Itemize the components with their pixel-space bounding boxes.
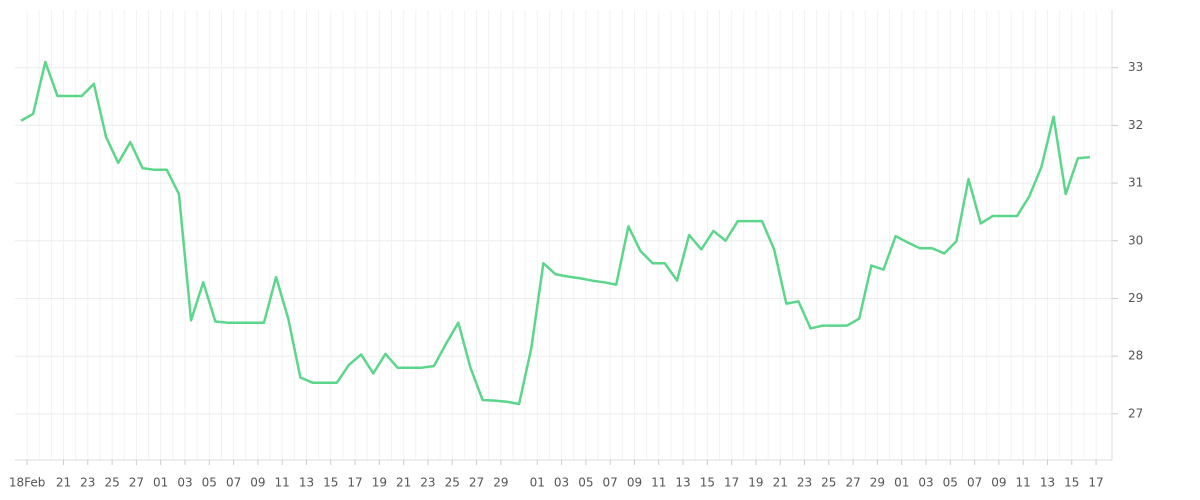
- x-tick-label: 13: [675, 476, 690, 490]
- y-tick-label: 27: [1128, 406, 1143, 420]
- x-tick-label: 09: [991, 476, 1006, 490]
- x-tick-label: 05: [578, 476, 593, 490]
- x-tick-label: 11: [651, 476, 666, 490]
- x-tick-label: 23: [420, 476, 435, 490]
- x-tick-label: 19: [372, 476, 387, 490]
- y-tick-label: 29: [1128, 291, 1143, 305]
- y-tick-label: 31: [1128, 176, 1143, 190]
- x-tick-label: 01: [894, 476, 909, 490]
- x-tick-label: 07: [603, 476, 618, 490]
- x-tick-label: 27: [129, 476, 144, 490]
- x-tick-label: 11: [275, 476, 290, 490]
- x-tick-label: 21: [56, 476, 71, 490]
- x-tick-label: 27: [469, 476, 484, 490]
- x-tick-label: 09: [250, 476, 265, 490]
- x-tick-label: 09: [627, 476, 642, 490]
- x-tick-label: 15: [1064, 476, 1079, 490]
- x-tick-label: 17: [1088, 476, 1103, 490]
- x-tick-label: 19: [748, 476, 763, 490]
- x-tick-label: 05: [943, 476, 958, 490]
- x-tick-label: 23: [797, 476, 812, 490]
- x-tick-label: 01: [153, 476, 168, 490]
- y-tick-label: 33: [1128, 60, 1143, 74]
- x-tick-label: 07: [226, 476, 241, 490]
- x-tick-label: 27: [845, 476, 860, 490]
- y-tick-label: 32: [1128, 118, 1143, 132]
- x-tick-label: 13: [1040, 476, 1055, 490]
- x-tick-label: 25: [821, 476, 836, 490]
- x-tick-label: 23: [80, 476, 95, 490]
- x-tick-label: 11: [1016, 476, 1031, 490]
- x-tick-label: 03: [554, 476, 569, 490]
- x-tick-label: 13: [299, 476, 314, 490]
- x-tick-label: 03: [918, 476, 933, 490]
- x-tick-label: 29: [870, 476, 885, 490]
- x-tick-label: 15: [700, 476, 715, 490]
- y-tick-label: 30: [1128, 233, 1143, 247]
- x-tick-label: 21: [396, 476, 411, 490]
- x-tick-label: 05: [202, 476, 217, 490]
- x-tick-label: 01: [530, 476, 545, 490]
- x-tick-label: 15: [323, 476, 338, 490]
- data-line: [20, 60, 1091, 406]
- x-tick-label: 25: [104, 476, 119, 490]
- x-tick-label: 17: [347, 476, 362, 490]
- x-tick-label: 29: [493, 476, 508, 490]
- x-tick-label: 17: [724, 476, 739, 490]
- x-tick-label: 03: [177, 476, 192, 490]
- x-tick-label: 07: [967, 476, 982, 490]
- x-tick-label: 18Feb: [9, 476, 46, 490]
- y-tick-label: 28: [1128, 349, 1143, 363]
- x-tick-label: 25: [445, 476, 460, 490]
- x-tick-label: 21: [773, 476, 788, 490]
